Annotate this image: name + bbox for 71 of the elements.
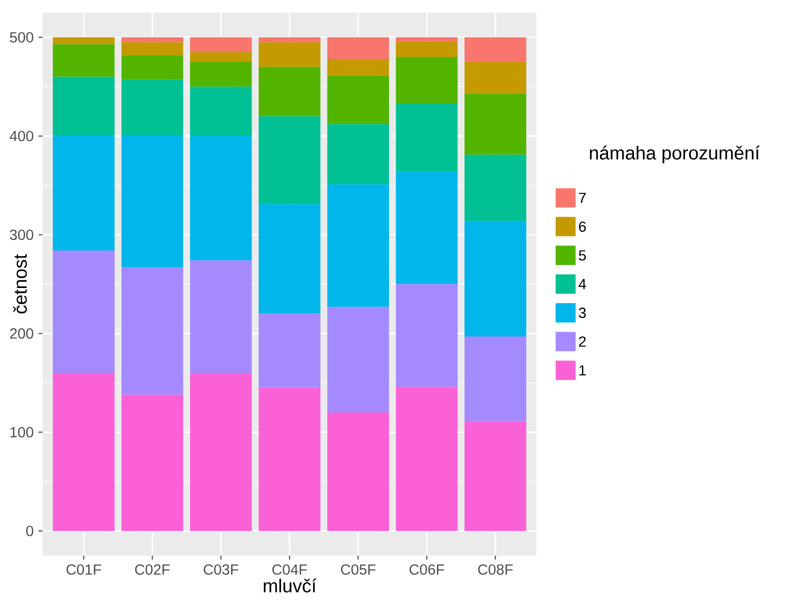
bar	[121, 135, 184, 268]
bar	[190, 372, 252, 531]
bar	[190, 136, 252, 260]
bar	[327, 124, 390, 184]
x-tick-label: C05F	[340, 564, 376, 575]
bar	[464, 421, 526, 531]
bar	[52, 37, 115, 44]
x-tick-label: C02F	[135, 564, 170, 575]
bar	[464, 94, 526, 155]
x-tick-label: C01F	[66, 564, 102, 575]
bar	[258, 66, 320, 116]
legend-label: 5	[578, 250, 586, 261]
bar	[258, 314, 320, 388]
y-tick-label: 400	[10, 130, 34, 142]
legend-title: námaha porozumění	[590, 146, 760, 164]
bar	[121, 267, 184, 395]
bar	[52, 44, 115, 77]
bar	[258, 388, 320, 531]
bar	[464, 220, 526, 336]
bar	[327, 306, 390, 412]
bar	[464, 154, 526, 221]
bar	[327, 184, 390, 307]
bar	[52, 372, 115, 531]
bar	[121, 37, 184, 42]
x-axis-title: mluvčí	[264, 578, 316, 592]
bar	[258, 37, 320, 42]
legend-label: 3	[578, 308, 586, 318]
bar	[52, 76, 115, 136]
bar	[190, 62, 252, 87]
y-tick-label: 500	[10, 32, 34, 43]
bar	[190, 52, 252, 62]
x-tick-label: C08F	[478, 564, 513, 575]
legend-label: 4	[578, 279, 586, 290]
bar	[121, 42, 184, 56]
bar	[190, 37, 252, 52]
bar	[327, 37, 390, 60]
x-tick-label: C03F	[204, 564, 238, 575]
bar	[396, 103, 458, 172]
bar	[396, 41, 458, 58]
bar	[258, 116, 320, 204]
bar	[121, 394, 184, 531]
y-tick-label: 100	[10, 427, 34, 438]
bar	[52, 135, 115, 251]
bar	[121, 80, 184, 136]
bar	[464, 336, 526, 422]
bar	[396, 284, 458, 387]
bar	[190, 86, 252, 136]
bar	[396, 57, 458, 104]
bar	[258, 42, 320, 67]
y-tick-label: 200	[10, 328, 34, 339]
legend-label: 1	[579, 365, 586, 376]
x-tick-label: C06F	[410, 564, 444, 575]
bar	[464, 62, 526, 94]
legend-label: 6	[579, 221, 586, 232]
bar	[121, 55, 184, 80]
bar	[396, 172, 458, 284]
legend-label: 2	[579, 336, 586, 347]
bar	[396, 37, 458, 42]
y-tick-label: 300	[10, 230, 34, 240]
bar	[396, 386, 458, 531]
legend-label: 7	[579, 192, 586, 203]
y-tick-label: 0	[26, 526, 34, 536]
bar	[258, 204, 320, 314]
bar	[190, 260, 252, 373]
bar	[327, 59, 390, 76]
x-tick-label: C04F	[272, 564, 307, 575]
bar	[52, 250, 115, 373]
bar	[464, 37, 526, 62]
bar	[327, 412, 390, 531]
y-axis-title: četnost	[13, 254, 27, 314]
bar	[327, 76, 390, 124]
